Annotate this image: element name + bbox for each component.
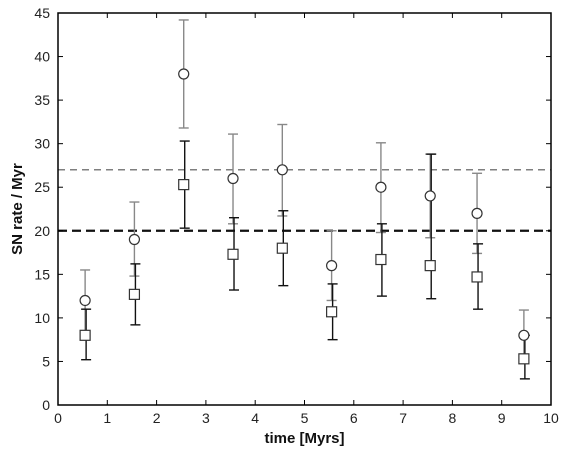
x-tick-label: 8 (449, 410, 457, 426)
x-axis: 0 1 2 3 4 5 6 7 8 9 10 (54, 13, 559, 426)
x-tick-label: 10 (543, 410, 559, 426)
markers (79, 68, 530, 365)
y-tick-label: 5 (42, 353, 50, 369)
data-point-circle (424, 190, 436, 202)
y-tick-label: 15 (34, 266, 50, 282)
y-tick-label: 30 (34, 136, 50, 152)
y-tick-label: 20 (34, 223, 50, 239)
y-tick-label: 45 (34, 5, 50, 21)
data-point-square (79, 329, 91, 341)
x-axis-label: time [Myrs] (264, 430, 344, 447)
data-point-square (128, 288, 141, 300)
y-tick-label: 35 (34, 92, 50, 108)
data-point-circle (518, 329, 530, 341)
data-point-square (471, 271, 483, 283)
y-tick-label: 25 (34, 179, 50, 195)
data-point-circle (178, 68, 190, 80)
x-tick-label: 1 (103, 410, 111, 426)
data-point-square (178, 179, 190, 191)
x-tick-label: 7 (399, 410, 407, 426)
x-tick-label: 9 (498, 410, 506, 426)
x-tick-label: 0 (54, 410, 62, 426)
data-point-circle (227, 172, 239, 185)
error-bars (80, 19, 530, 380)
data-point-square (375, 253, 387, 266)
data-point-circle (375, 181, 387, 193)
data-point-circle (79, 294, 91, 307)
data-point-square (326, 306, 338, 318)
y-axis: 0 5 10 15 20 25 30 35 40 45 (34, 5, 551, 413)
data-point-circle (128, 233, 141, 246)
y-axis-label: SN rate / Myr (9, 163, 26, 255)
data-point-square (518, 353, 530, 365)
x-tick-label: 5 (301, 410, 309, 426)
x-tick-label: 4 (251, 410, 259, 426)
x-tick-label: 2 (153, 410, 161, 426)
x-tick-label: 6 (350, 410, 358, 426)
y-tick-label: 40 (34, 49, 50, 65)
reference-lines (58, 169, 551, 232)
y-tick-label: 10 (34, 310, 50, 326)
data-point-circle (326, 260, 338, 272)
data-point-circle (471, 207, 483, 219)
data-point-square (227, 248, 239, 260)
data-point-square (424, 260, 436, 272)
data-point-square (276, 242, 288, 254)
data-point-circle (276, 164, 288, 176)
y-tick-label: 0 (42, 397, 50, 413)
x-tick-label: 3 (202, 410, 210, 426)
